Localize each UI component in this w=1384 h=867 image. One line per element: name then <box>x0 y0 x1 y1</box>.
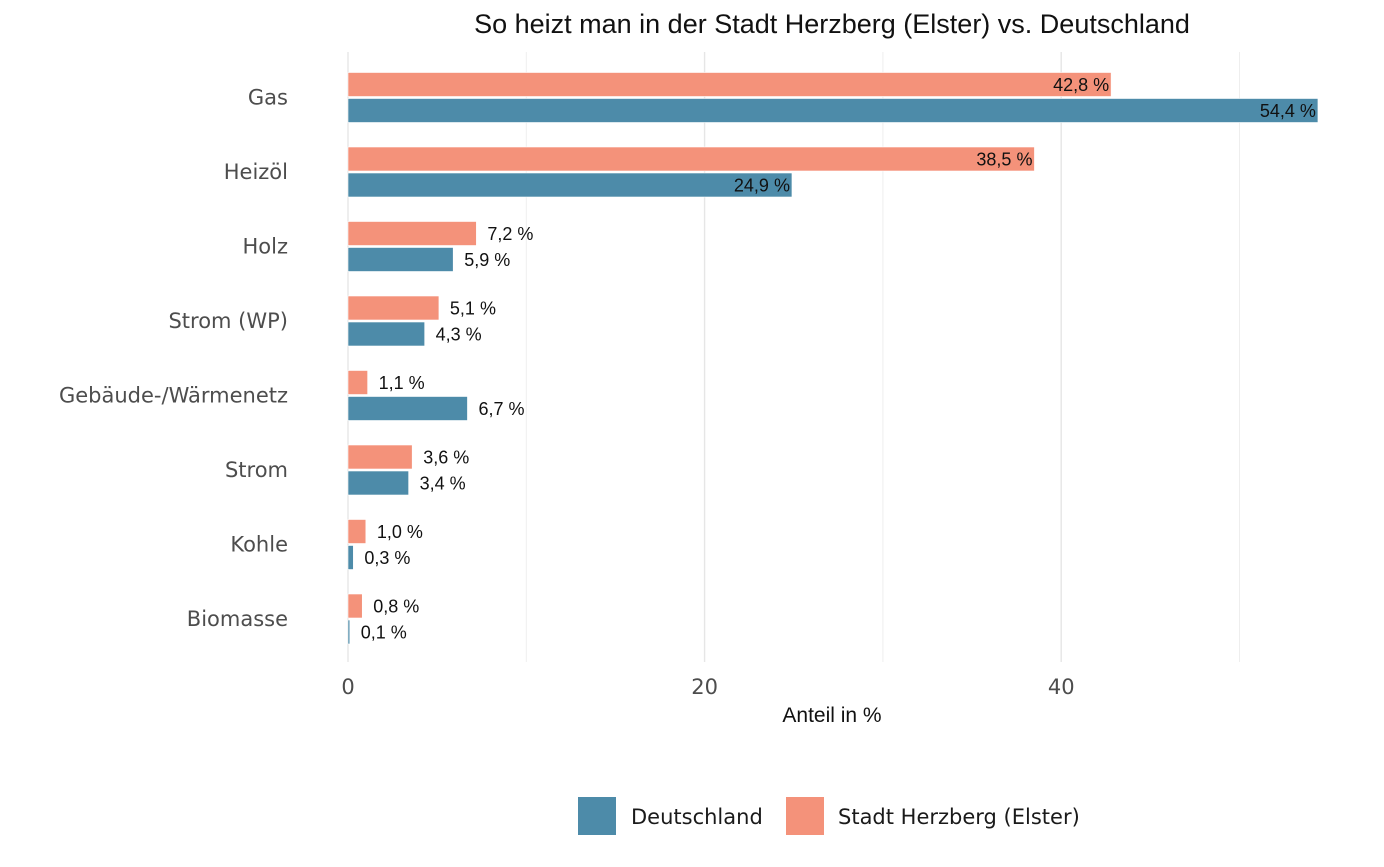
y-axis-label: Gebäude-/Wärmenetz <box>59 384 288 408</box>
data-label-herzberg: 3,6 % <box>423 448 469 468</box>
legend-label-deutschland: Deutschland <box>631 805 763 829</box>
chart-title: So heizt man in der Stadt Herzberg (Elst… <box>474 9 1190 39</box>
bar-deutschland <box>347 247 454 272</box>
bar-deutschland <box>347 470 409 496</box>
data-label-deutschland: 24,9 % <box>734 176 790 196</box>
data-label-deutschland: 54,4 % <box>1260 101 1316 121</box>
data-label-herzberg: 38,5 % <box>976 150 1032 170</box>
bar-deutschland <box>347 619 351 645</box>
y-axis-label: Holz <box>243 235 289 259</box>
x-tick-label: 0 <box>341 675 354 699</box>
y-axis-label: Strom <box>225 458 288 482</box>
grid <box>347 52 1240 662</box>
data-label-deutschland: 0,1 % <box>361 623 407 643</box>
bar-herzberg <box>347 444 413 470</box>
x-tick-label: 40 <box>1048 675 1075 699</box>
y-axis-label: Kohle <box>230 533 288 557</box>
data-label-deutschland: 5,9 % <box>464 250 510 270</box>
x-tick-label: 20 <box>691 675 718 699</box>
y-axis-label: Gas <box>248 86 288 110</box>
data-label-deutschland: 3,4 % <box>420 474 466 494</box>
data-label-herzberg: 0,8 % <box>373 597 419 617</box>
bar-herzberg <box>347 370 368 395</box>
x-axis-title: Anteil in % <box>782 704 881 727</box>
bar-deutschland <box>347 396 468 421</box>
y-axis-label: Biomasse <box>187 607 288 631</box>
data-label-herzberg: 1,1 % <box>379 373 425 393</box>
legend-swatch-herzberg <box>786 797 824 835</box>
data-label-herzberg: 5,1 % <box>450 299 496 319</box>
bar-deutschland <box>347 321 425 347</box>
bar-deutschland <box>347 545 354 570</box>
bar-deutschland <box>347 98 1319 123</box>
bar-deutschland <box>347 172 793 198</box>
bar-herzberg <box>347 593 363 619</box>
bar-herzberg <box>347 519 367 544</box>
data-labels: 42,8 % 54,4 % 38,5 % 24,9 % 7,2 % 5,9 % 5,1 % 4… <box>361 75 1316 643</box>
data-label-deutschland: 4,3 % <box>436 325 482 345</box>
legend-swatch-deutschland <box>578 797 616 835</box>
bar-herzberg <box>347 295 440 321</box>
data-label-herzberg: 1,0 % <box>377 522 423 542</box>
data-label-herzberg: 42,8 % <box>1053 75 1109 95</box>
y-axis-labels: Gas Heizöl Holz Strom (WP) Gebäude-/Wärmenet… <box>59 86 288 632</box>
bar-herzberg <box>347 72 1112 97</box>
bars <box>347 72 1319 645</box>
bar-herzberg <box>347 146 1035 172</box>
x-axis-ticks: 0 20 40 <box>341 675 1074 699</box>
legend: Deutschland Stadt Herzberg (Elster) <box>578 797 1080 835</box>
legend-label-herzberg: Stadt Herzberg (Elster) <box>838 805 1080 829</box>
y-axis-label: Strom (WP) <box>168 309 288 333</box>
data-label-deutschland: 6,7 % <box>478 399 524 419</box>
bar-herzberg <box>347 221 477 246</box>
data-label-deutschland: 0,3 % <box>364 548 410 568</box>
data-label-herzberg: 7,2 % <box>487 224 533 244</box>
y-axis-label: Heizöl <box>224 160 288 184</box>
